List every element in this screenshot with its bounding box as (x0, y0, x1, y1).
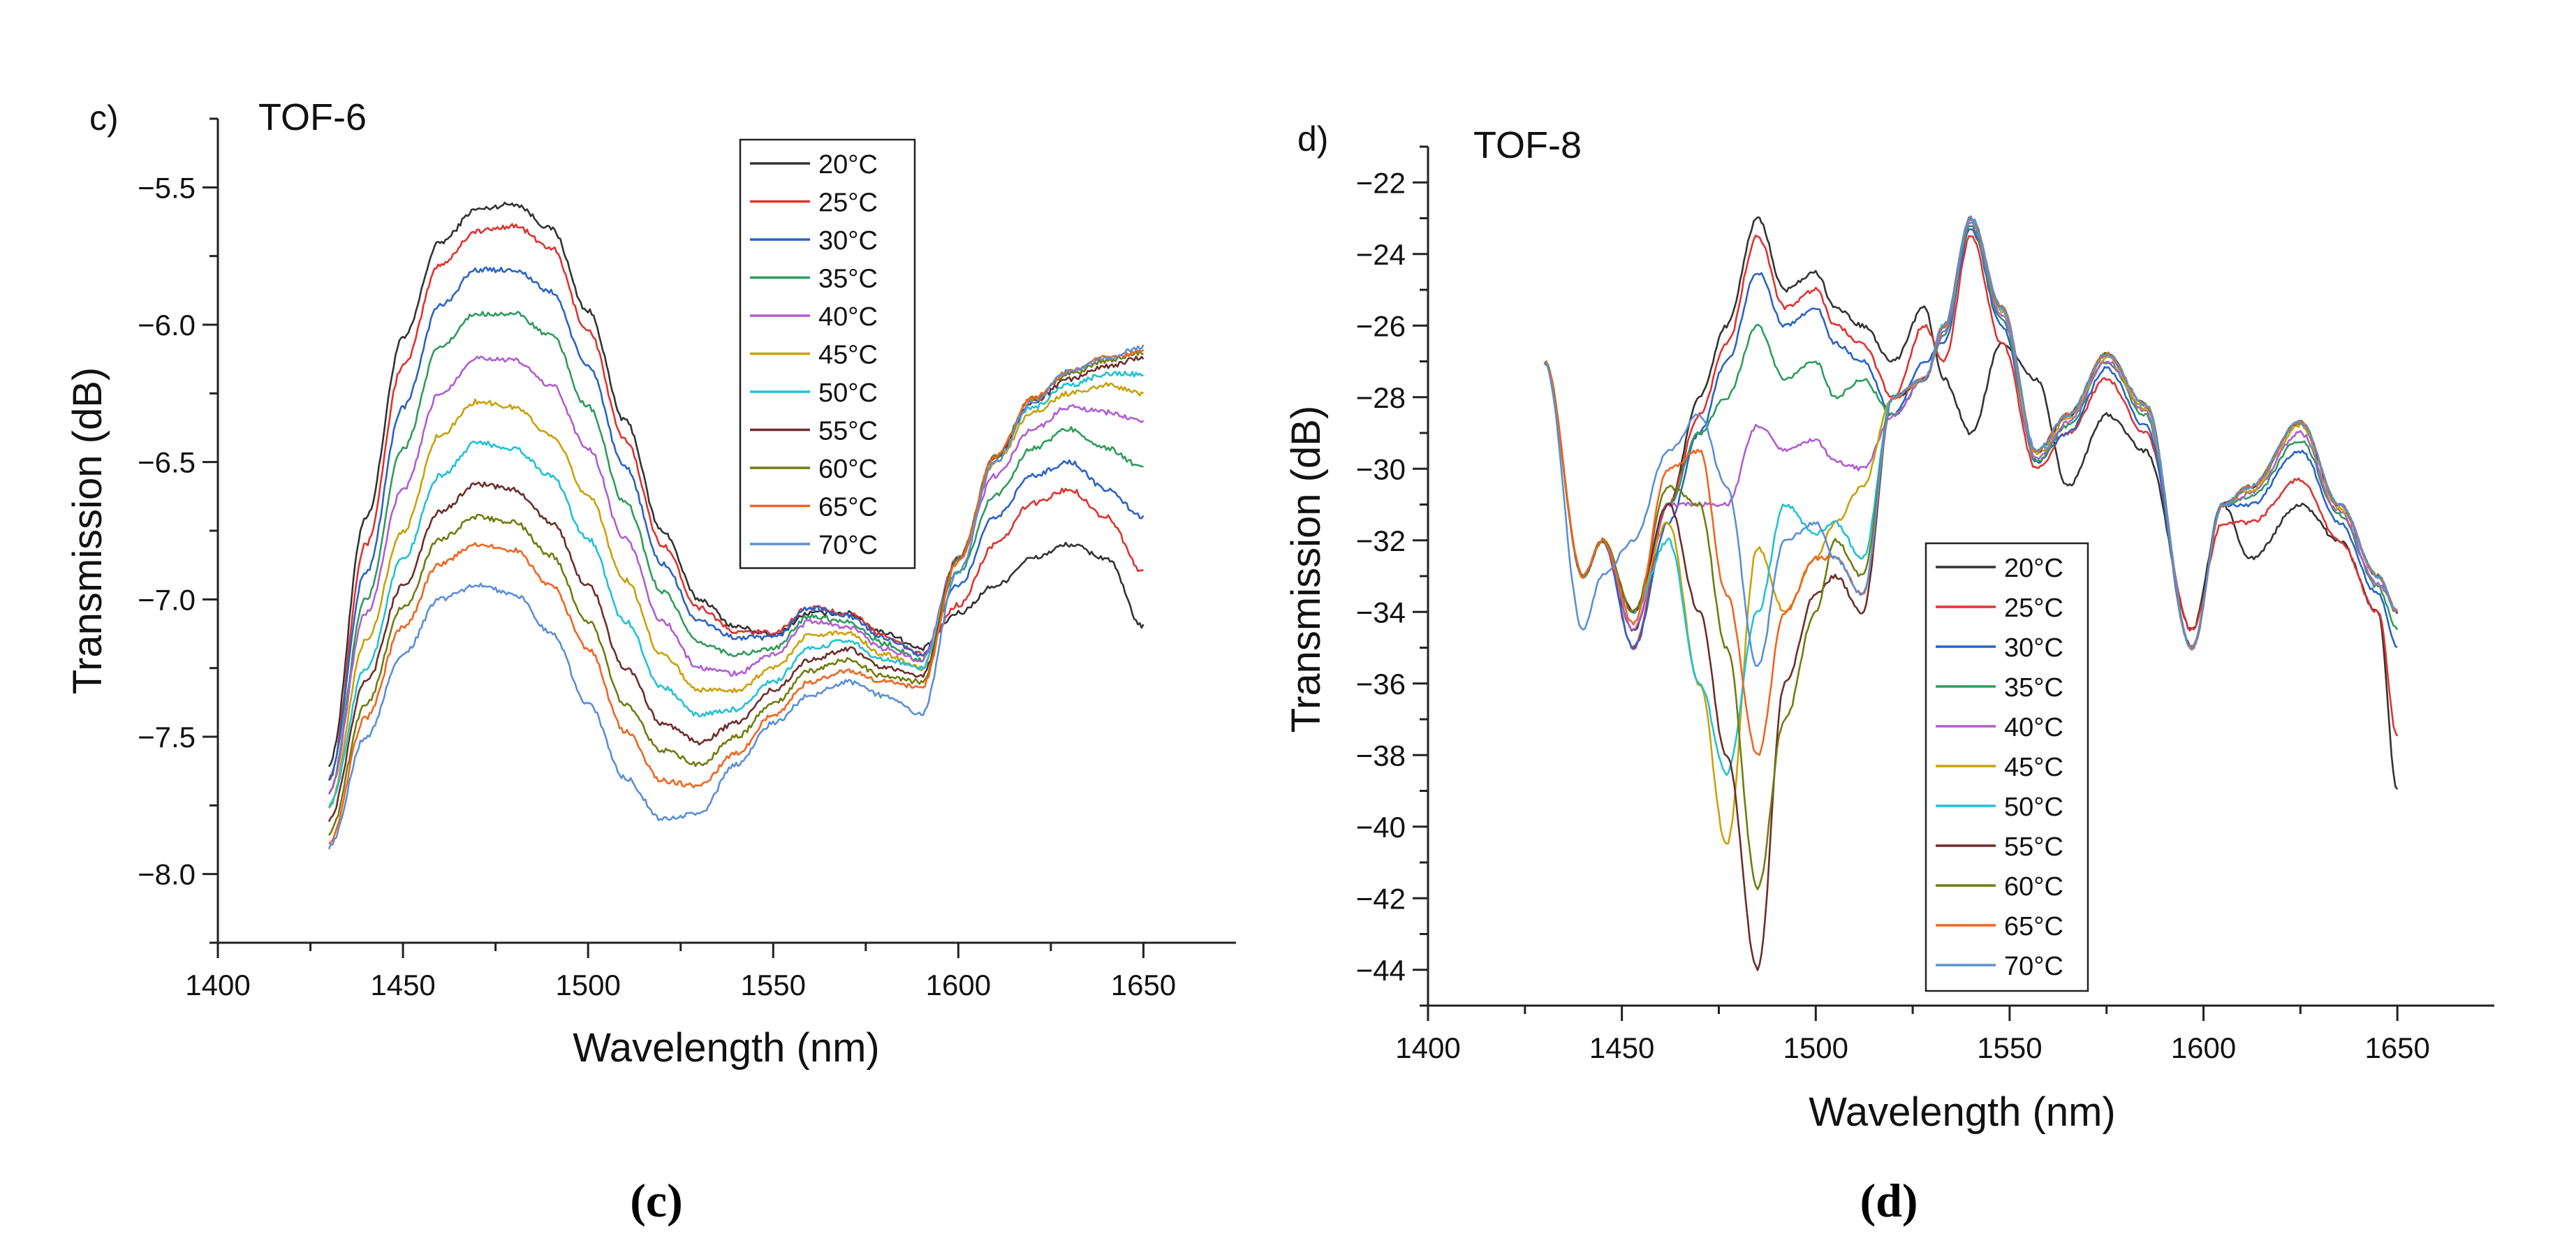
legend-label: 30°C (818, 226, 878, 256)
y-tick-label: −24 (1356, 238, 1406, 271)
series-line-35°C (327, 311, 1144, 795)
legend-label: 45°C (818, 341, 878, 370)
x-tick-label: 1500 (555, 969, 620, 1001)
legend-label: 65°C (2004, 912, 2063, 941)
legend-label: 55°C (818, 417, 878, 446)
series-line-20°C (1543, 216, 2399, 791)
x-tick-label: 1500 (1783, 1031, 1848, 1064)
series-line-70°C (327, 344, 1145, 850)
y-tick-label: −8.0 (138, 858, 196, 891)
x-tick-label: 1650 (1111, 969, 1176, 1001)
panel-d-label: d) (1297, 119, 1328, 159)
panel-d-ylabel: Transmission (dB) (1283, 406, 1329, 733)
y-tick-label: −38 (1356, 739, 1406, 772)
series-line-35°C (1544, 225, 2399, 650)
panel-c-label: c) (89, 98, 119, 138)
legend-label: 25°C (818, 189, 878, 218)
y-tick-label: −36 (1356, 668, 1406, 700)
y-tick-label: −30 (1356, 453, 1406, 485)
legend-label: 35°C (818, 265, 878, 294)
panel-c-legend: 20°C 25°C 30°C 35°C 40°C 45°C 50°C 55°C 60°C 65°C… (739, 138, 916, 569)
panel-c-series-lines (327, 201, 1145, 850)
y-tick-label: −6.5 (138, 446, 196, 479)
legend-label: 50°C (818, 378, 878, 408)
x-tick-label: 1450 (1589, 1031, 1654, 1064)
y-tick-label: −7.5 (138, 721, 196, 754)
legend-label: 35°C (2004, 673, 2063, 703)
panel-c-ylabel: Transmission (dB) (65, 367, 110, 694)
legend-label: 20°C (818, 150, 878, 179)
legend-label: 65°C (818, 493, 878, 522)
x-tick-label: 1550 (1977, 1031, 2042, 1064)
panel-d: 1400 1450 1500 1550 1600 1650 −44 −42 −40 −38 −36 −… (1283, 119, 2494, 1227)
panel-c: 1400 1450 1500 1550 1600 1650 −8.0 −7.5 −7.0 −6.5… (65, 96, 1236, 1227)
panel-c-caption: (c) (630, 1174, 682, 1227)
panel-d-legend: 20°C 25°C 30°C 35°C 40°C 45°C 50°C 55°C 60°C 65°C… (1924, 542, 2089, 992)
x-tick-label: 1550 (741, 969, 806, 1001)
y-tick-label: −44 (1356, 954, 1406, 987)
legend-label: 70°C (818, 531, 878, 560)
series-line-20°C (327, 201, 1145, 767)
x-tick-label: 1400 (185, 969, 250, 1001)
legend-label: 20°C (2004, 554, 2063, 583)
y-tick-label: −6.0 (138, 309, 196, 341)
y-tick-label: −26 (1356, 309, 1406, 342)
legend-label: 40°C (2004, 713, 2063, 742)
y-tick-label: −5.5 (138, 171, 196, 204)
y-tick-label: −22 (1356, 166, 1406, 199)
y-tick-label: −42 (1356, 882, 1406, 915)
legend-label: 60°C (818, 455, 878, 484)
panel-c-xlabel: Wavelength (nm) (573, 1025, 879, 1071)
panel-d-series-lines (1543, 215, 2399, 971)
legend-label: 40°C (818, 302, 878, 332)
series-line-25°C (1543, 235, 2399, 737)
y-tick-label: −40 (1356, 811, 1406, 844)
x-tick-label: 1650 (2364, 1031, 2429, 1064)
panel-c-title: TOF-6 (258, 96, 367, 138)
series-line-45°C (328, 381, 1145, 809)
series-line-30°C (1544, 228, 2398, 651)
y-tick-label: −7.0 (138, 583, 196, 616)
x-tick-label: 1400 (1395, 1031, 1460, 1064)
panel-d-title: TOF-8 (1473, 124, 1582, 166)
y-tick-label: −28 (1356, 381, 1406, 414)
x-tick-label: 1450 (370, 969, 435, 1001)
x-tick-label: 1600 (926, 969, 991, 1001)
y-tick-label: −34 (1356, 596, 1406, 628)
series-line-25°C (328, 223, 1144, 781)
legend-label: 60°C (2004, 872, 2063, 902)
series-line-30°C (327, 266, 1145, 781)
legend-label: 30°C (2004, 633, 2063, 663)
x-tick-label: 1600 (2171, 1031, 2236, 1064)
series-line-40°C (328, 355, 1145, 795)
series-line-65°C (328, 348, 1145, 844)
panel-d-caption: (d) (1860, 1174, 1918, 1227)
legend-label: 70°C (2004, 952, 2063, 981)
legend-label: 50°C (2004, 793, 2063, 822)
y-tick-label: −32 (1356, 524, 1406, 557)
legend-label: 55°C (2004, 832, 2063, 862)
panel-d-xlabel: Wavelength (nm) (1809, 1089, 2115, 1135)
legend-label: 25°C (2004, 594, 2063, 623)
legend-label: 45°C (2004, 753, 2063, 782)
series-line-70°C (1544, 215, 2398, 667)
